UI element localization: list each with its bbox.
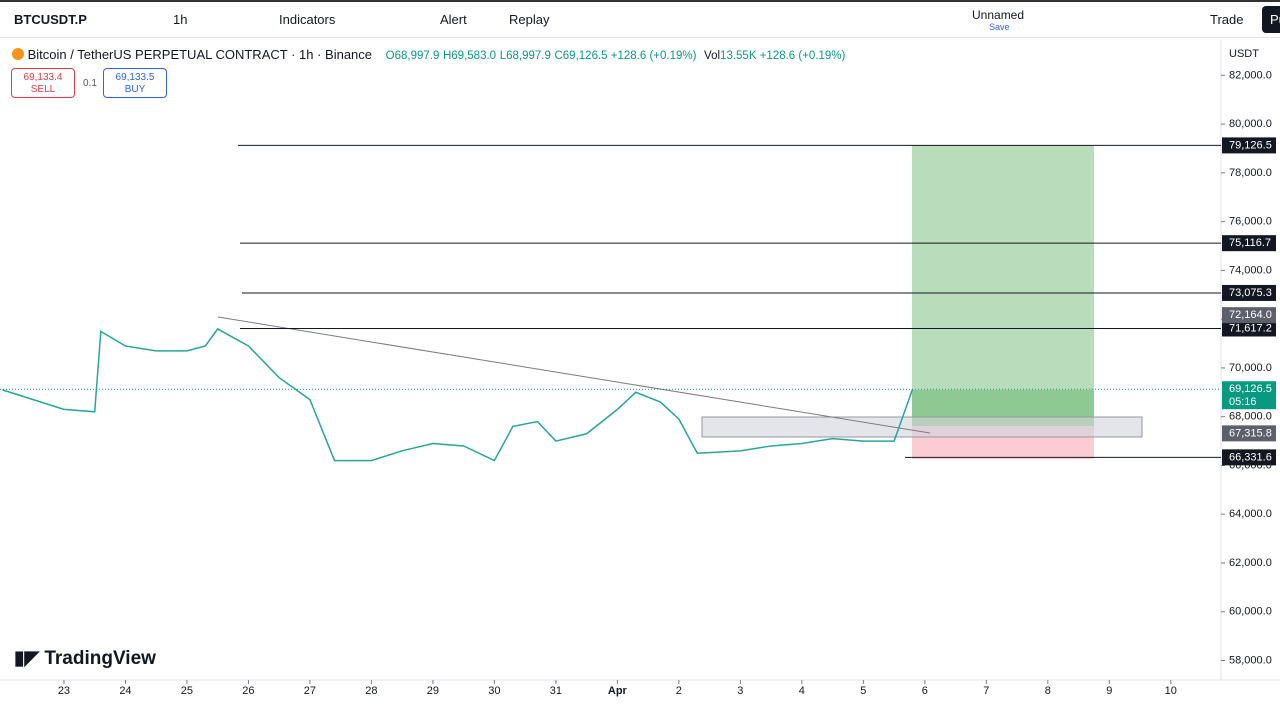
x-tick-label: 2 [676, 685, 682, 697]
brand-name: TradingView [44, 648, 156, 669]
level-label: 73,075.3 [1229, 287, 1272, 299]
x-tick-label: 24 [119, 685, 131, 697]
profit-zone [912, 145, 1094, 426]
x-tick-label: 30 [488, 685, 500, 697]
legend: Bitcoin / TetherUS PERPETUAL CONTRACT · … [12, 47, 845, 62]
x-tick-label: 10 [1165, 685, 1177, 697]
y-tick-label: 68,000.0 [1229, 411, 1272, 423]
x-tick-label: 7 [983, 685, 989, 697]
x-tick-label: 3 [737, 685, 743, 697]
sell-price: 69,133.4 [23, 72, 63, 83]
level-tag [1222, 449, 1276, 466]
y-tick-label: 80,000.0 [1229, 118, 1272, 130]
open: O68,997.9 [385, 50, 440, 62]
marker-tag [1222, 307, 1276, 324]
trend-line [217, 316, 931, 434]
y-tick-label: 60,000.0 [1229, 606, 1272, 618]
y-tick-label: 72,000.0 [1229, 313, 1272, 325]
y-tick-label: 82,000.0 [1229, 69, 1272, 81]
symbol[interactable]: BTCUSDT.P [14, 12, 87, 27]
brand: ▮◤ TradingView [14, 648, 156, 669]
volume-label: Vol [704, 50, 721, 62]
price-line [2, 327, 914, 462]
last-price-label: 69,126.5 [1229, 383, 1272, 395]
y-tick-label: 74,000.0 [1229, 264, 1272, 276]
x-tick-label: 6 [922, 685, 928, 697]
indicators[interactable]: Indicators [279, 12, 336, 27]
high: H69,583.0 [442, 50, 497, 62]
loss-zone [912, 426, 1094, 459]
layout-name[interactable]: Unnamed [972, 8, 1025, 22]
x-tick-label: 5 [860, 685, 866, 697]
volume: 13.55K +128.6 (+0.19%) [720, 50, 846, 62]
publish[interactable]: Pu [1262, 6, 1280, 33]
currency: USDT [1229, 48, 1259, 60]
x-tick-label: 4 [799, 685, 805, 697]
sell-label: SELL [30, 84, 56, 95]
buy-button[interactable]: 69,133.5 BUY [103, 68, 167, 98]
x-tick-label: 31 [550, 685, 562, 697]
buy-label: BUY [124, 84, 146, 95]
x-tick-label: 28 [365, 685, 377, 697]
y-tick-label: 58,000.0 [1229, 654, 1272, 666]
trade[interactable]: Trade [1210, 12, 1244, 27]
coin-icon [12, 48, 24, 60]
y-tick-label: 64,000.0 [1229, 508, 1272, 520]
open-profit [912, 390, 1094, 426]
marker-label: 72,164.0 [1229, 309, 1272, 321]
toolbar: BTCUSDT.P 1h Indicators Alert Replay Unn… [0, 0, 1280, 38]
y-tick-label: 76,000.0 [1229, 216, 1272, 228]
level-label: 75,116.7 [1229, 237, 1271, 249]
buy-price: 69,133.5 [115, 72, 155, 83]
level-tag [1222, 320, 1276, 337]
interval[interactable]: 1h [173, 12, 188, 27]
y-tick-label: 66,000.0 [1229, 459, 1272, 471]
low: L68,997.9 [499, 50, 551, 62]
level-tag [1222, 235, 1276, 252]
level-tag [1222, 284, 1276, 301]
x-tick-label: 26 [242, 685, 254, 697]
last-price-tag [1222, 381, 1276, 410]
y-tick-label: 70,000.0 [1229, 362, 1272, 374]
level-label: 79,126.5 [1229, 139, 1272, 151]
spread: 0.1 [83, 78, 97, 89]
sell-button[interactable]: 69,133.4 SELL [11, 68, 75, 98]
zone-rect [701, 416, 1143, 438]
marker-tag [1222, 425, 1276, 442]
alert[interactable]: Alert [440, 12, 467, 27]
replay[interactable]: Replay [509, 12, 550, 27]
close: C69,126.5 +128.6 (+0.19%) [554, 50, 697, 62]
level-label: 71,617.2 [1229, 322, 1272, 334]
x-tick-label: 8 [1045, 685, 1051, 697]
level-tag [1222, 137, 1276, 154]
y-tick-label: 78,000.0 [1229, 167, 1272, 179]
countdown: 05:16 [1229, 396, 1257, 408]
save[interactable]: Save [989, 22, 1010, 32]
x-tick-label: Apr [608, 685, 628, 697]
x-tick-label: 9 [1106, 685, 1112, 697]
x-tick-label: 27 [304, 685, 316, 697]
x-tick-label: 23 [58, 685, 70, 697]
x-tick-label: 25 [181, 685, 193, 697]
x-tick-label: 29 [427, 685, 439, 697]
level-label: 66,331.6 [1229, 451, 1272, 463]
marker-label: 67,315.8 [1229, 427, 1272, 439]
legend-title: Bitcoin / TetherUS PERPETUAL CONTRACT · … [27, 47, 373, 62]
y-tick-label: 62,000.0 [1229, 557, 1272, 569]
